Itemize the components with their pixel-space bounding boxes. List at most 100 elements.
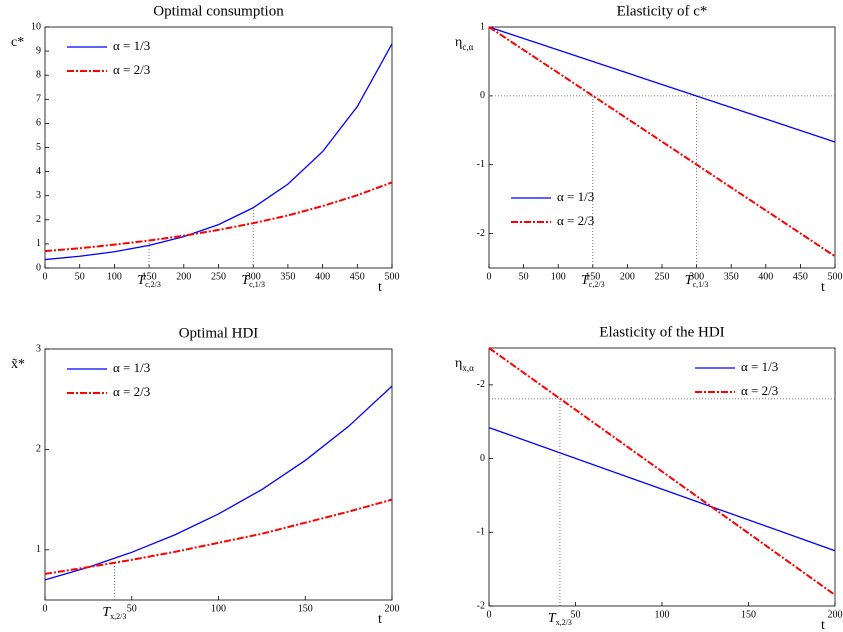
- legend-label: α = 1/3: [113, 38, 150, 53]
- legend-label: α = 2/3: [113, 384, 150, 399]
- x-tick-label: 50: [519, 271, 529, 282]
- y-tick-label: -1: [477, 527, 485, 538]
- y-tick-label: 4: [36, 166, 41, 177]
- x-tick-label: 250: [211, 271, 226, 282]
- y-tick-label: -2: [477, 228, 485, 239]
- subplot: Optimal HDI 0 50 100 150 200 1 2 3 t x̃* Tx,2/3 α = …: [11, 325, 400, 627]
- annotation-sub: x,2/3: [110, 612, 126, 621]
- y-tick-label: 0: [480, 453, 485, 464]
- x-tick-label: 100: [551, 271, 566, 282]
- annotation-sub: x,2/3: [556, 618, 572, 627]
- y-axis-label-main: η: [455, 35, 462, 50]
- x-tick-label: 0: [43, 271, 48, 282]
- x-tick-label: 150: [585, 271, 600, 282]
- annotation-sub: c,2/3: [589, 280, 605, 289]
- annotation-sub: c,2/3: [145, 280, 161, 289]
- plot-frame: [488, 26, 836, 269]
- series-line: [44, 498, 393, 575]
- x-axis-label: t: [821, 618, 825, 632]
- series-line: [44, 385, 393, 581]
- legend-label: α = 2/3: [557, 213, 594, 228]
- x-tick-label: 150: [142, 271, 157, 282]
- y-tick-label: -2: [477, 600, 485, 611]
- x-tick-label: 300: [689, 271, 704, 282]
- subplot-title: Elasticity of the HDI: [599, 324, 724, 340]
- x-axis-label: t: [821, 280, 825, 295]
- annotation: Tc,1/3: [685, 273, 709, 289]
- subplot-title: Optimal HDI: [179, 325, 259, 341]
- y-axis-label-main: x̃*: [11, 357, 25, 372]
- legend-label: α = 1/3: [113, 360, 150, 375]
- x-tick-label: 450: [793, 271, 808, 282]
- y-tick-label: 10: [31, 21, 41, 32]
- plot-frame: [44, 348, 393, 601]
- x-tick-label: 0: [487, 609, 492, 620]
- annotation-sub: c,1/3: [249, 280, 265, 289]
- y-tick-label: 1: [36, 238, 41, 249]
- y-axis-label-main: c*: [11, 35, 24, 50]
- y-tick-label: -1: [477, 159, 485, 170]
- y-tick-label: 1: [36, 544, 41, 555]
- x-tick-label: 150: [741, 609, 756, 620]
- x-tick-label: 0: [487, 271, 492, 282]
- y-tick-label: 9: [36, 45, 41, 56]
- x-tick-label: 50: [127, 603, 137, 614]
- y-tick-label: 3: [36, 343, 41, 354]
- x-tick-label: 100: [211, 603, 226, 614]
- y-axis-label-sub: x,α: [462, 363, 474, 373]
- y-tick-label: -2: [477, 379, 485, 390]
- x-tick-label: 300: [246, 271, 261, 282]
- annotation-main: T: [581, 273, 590, 288]
- x-tick-label: 350: [280, 271, 295, 282]
- annotation: Tx,2/3: [102, 605, 126, 621]
- annotation-main: T: [241, 273, 250, 288]
- series-line: [44, 43, 393, 261]
- y-tick-label: 7: [36, 94, 41, 105]
- y-axis-label: ηc,α: [455, 35, 474, 52]
- y-tick-label: 1: [480, 21, 485, 32]
- series-line: [488, 26, 836, 258]
- annotation: Tc,1/3: [241, 273, 265, 289]
- legend-label: α = 2/3: [113, 62, 150, 77]
- series-line: [488, 26, 836, 143]
- x-tick-label: 400: [758, 271, 773, 282]
- y-tick-label: 0: [480, 90, 485, 101]
- x-tick-label: 250: [655, 271, 670, 282]
- x-axis-label: t: [378, 280, 382, 295]
- y-tick-label: 8: [36, 69, 41, 80]
- x-tick-label: 200: [176, 271, 191, 282]
- y-tick-label: 0: [36, 262, 41, 273]
- subplot-title: Elasticity of c*: [617, 3, 708, 19]
- annotation-main: T: [548, 611, 557, 626]
- x-tick-label: 400: [315, 271, 330, 282]
- series-line: [488, 426, 836, 552]
- subplot-title: Optimal consumption: [153, 3, 284, 19]
- x-axis-label: t: [378, 612, 382, 627]
- series-line: [44, 181, 393, 253]
- annotation-main: T: [137, 273, 146, 288]
- y-tick-label: 2: [36, 444, 41, 455]
- annotation-main: T: [102, 605, 111, 620]
- x-tick-label: 200: [828, 609, 843, 620]
- y-axis-label-main: η: [455, 356, 462, 371]
- y-tick-label: 6: [36, 118, 41, 129]
- x-tick-label: 350: [724, 271, 739, 282]
- y-axis-label: ηx,α: [455, 356, 474, 373]
- plot-frame: [44, 26, 393, 269]
- series-line: [488, 347, 836, 596]
- x-tick-label: 200: [385, 603, 400, 614]
- annotation-main: T: [685, 273, 694, 288]
- legend-label: α = 1/3: [741, 359, 778, 374]
- x-tick-label: 50: [571, 609, 581, 620]
- x-tick-label: 500: [828, 271, 843, 282]
- x-tick-label: 0: [43, 603, 48, 614]
- x-tick-label: 500: [385, 271, 400, 282]
- y-axis-label: c*: [11, 35, 24, 50]
- annotation: Tx,2/3: [548, 611, 572, 627]
- annotation-sub: c,1/3: [693, 280, 709, 289]
- annotation: Tc,2/3: [137, 273, 161, 289]
- legend-label: α = 2/3: [741, 383, 778, 398]
- y-tick-label: 3: [36, 190, 41, 201]
